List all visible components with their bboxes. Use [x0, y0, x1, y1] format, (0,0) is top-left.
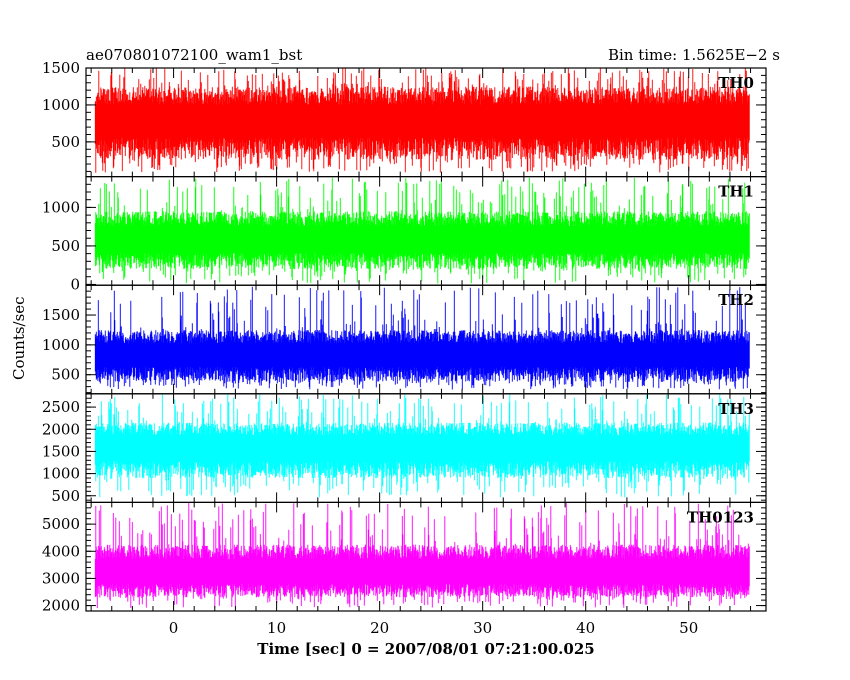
series-trace-th2: [94, 286, 750, 390]
y-tick-label: 2000: [42, 597, 80, 615]
series-trace-th0: [94, 68, 750, 173]
y-tick-label: 1500: [42, 442, 80, 460]
x-tick-label: 0: [169, 619, 179, 637]
y-tick-label: 1000: [42, 336, 80, 354]
panel-label-th1: TH1: [718, 183, 754, 201]
y-tick-label: 1000: [42, 198, 80, 216]
y-tick-label: 0: [70, 275, 80, 293]
y-tick-label: 1500: [42, 59, 80, 77]
panel-label-th3: TH3: [718, 400, 754, 418]
x-tick-label: 30: [473, 619, 492, 637]
bin-time-label: Bin time: 1.5625E−2 s: [607, 46, 780, 64]
series-trace-th0123: [94, 502, 750, 609]
x-tick-label: 20: [370, 619, 389, 637]
y-tick-label: 1000: [42, 465, 80, 483]
y-tick-label: 500: [51, 487, 80, 505]
x-axis-label: Time [sec] 0 = 2007/08/01 07:21:00.025: [257, 640, 595, 658]
y-tick-label: 5000: [42, 515, 80, 533]
y-tick-label: 1500: [42, 306, 80, 324]
x-tick-label: 10: [267, 619, 286, 637]
y-tick-label: 1000: [42, 96, 80, 114]
x-tick-label: 40: [576, 619, 595, 637]
y-tick-label: 500: [51, 366, 80, 384]
y-tick-label: 500: [51, 237, 80, 255]
y-tick-label: 3000: [42, 569, 80, 587]
y-tick-label: 4000: [42, 542, 80, 560]
series-trace-th3: [94, 393, 750, 498]
panel-label-th2: TH2: [718, 291, 754, 309]
x-tick-label: 50: [679, 619, 698, 637]
y-tick-label: 2000: [42, 420, 80, 438]
panel-label-th0: TH0: [718, 74, 754, 92]
series-trace-th1: [94, 177, 750, 284]
panel-label-th0123: TH0123: [687, 508, 754, 526]
observation-id-title: ae070801072100_wam1_bst: [86, 46, 303, 64]
y-tick-label: 2500: [42, 398, 80, 416]
y-tick-label: 500: [51, 133, 80, 151]
